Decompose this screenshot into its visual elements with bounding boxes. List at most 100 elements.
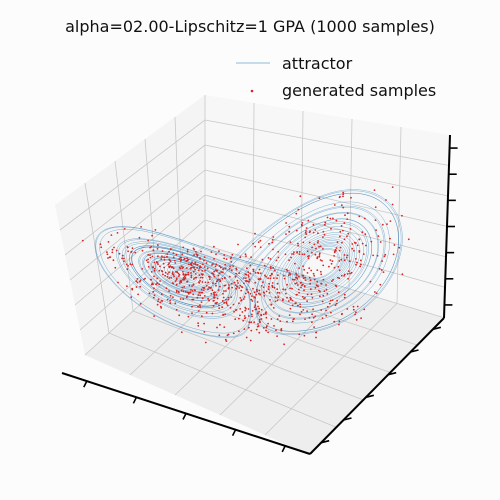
sample-point bbox=[328, 302, 331, 305]
sample-point bbox=[303, 289, 305, 292]
sample-point bbox=[245, 280, 248, 283]
sample-point bbox=[349, 228, 352, 230]
sample-point bbox=[256, 290, 258, 293]
sample-point bbox=[174, 280, 177, 282]
sample-point bbox=[311, 313, 313, 316]
sample-point bbox=[99, 243, 102, 246]
sample-point bbox=[127, 250, 129, 253]
sample-point bbox=[306, 300, 308, 302]
sample-point bbox=[288, 272, 291, 274]
sample-point bbox=[238, 287, 241, 289]
sample-point bbox=[377, 235, 380, 238]
sample-point bbox=[326, 293, 329, 295]
sample-point bbox=[343, 254, 346, 256]
sample-point bbox=[293, 278, 296, 281]
sample-point bbox=[303, 268, 306, 271]
sample-point bbox=[141, 249, 144, 252]
sample-point bbox=[259, 321, 261, 324]
back-gridline bbox=[204, 144, 449, 197]
sample-point bbox=[317, 285, 319, 288]
sample-point bbox=[161, 250, 164, 252]
sample-point bbox=[250, 313, 253, 316]
sample-point bbox=[248, 278, 251, 281]
sample-point bbox=[169, 299, 172, 302]
sample-point bbox=[197, 269, 200, 272]
sample-point bbox=[221, 271, 224, 274]
sample-point bbox=[306, 293, 309, 296]
sample-point bbox=[248, 321, 251, 323]
sample-point bbox=[222, 268, 225, 271]
sample-point bbox=[230, 261, 233, 263]
sample-point bbox=[211, 289, 214, 292]
sample-point bbox=[256, 301, 259, 303]
sample-point bbox=[172, 267, 175, 270]
sample-point bbox=[267, 285, 270, 288]
sample-point bbox=[298, 251, 301, 253]
sample-point bbox=[289, 298, 292, 301]
sample-point bbox=[375, 229, 377, 232]
sample-point bbox=[219, 285, 221, 288]
sample-point bbox=[276, 291, 279, 294]
sample-point bbox=[237, 243, 239, 246]
sample-point bbox=[331, 280, 333, 282]
sample-point bbox=[292, 318, 295, 321]
sample-point bbox=[223, 290, 225, 292]
sample-point bbox=[313, 326, 315, 328]
sample-point bbox=[212, 300, 215, 302]
sample-point bbox=[302, 277, 305, 280]
sample-point bbox=[81, 239, 84, 242]
sample-point bbox=[245, 307, 247, 310]
x-tick bbox=[83, 380, 88, 388]
sample-point bbox=[147, 239, 150, 242]
sample-point bbox=[213, 245, 215, 248]
sample-point bbox=[160, 258, 163, 260]
sample-point bbox=[343, 293, 346, 296]
sample-point bbox=[315, 336, 317, 339]
sample-point bbox=[149, 254, 151, 256]
sample-point bbox=[203, 256, 206, 258]
sample-point bbox=[164, 274, 167, 277]
sample-point bbox=[118, 252, 121, 255]
floor-gridline bbox=[132, 310, 365, 401]
sample-point bbox=[260, 285, 263, 287]
sample-point bbox=[158, 283, 161, 286]
sample-point bbox=[267, 288, 270, 291]
sample-point bbox=[329, 299, 332, 302]
sample-point bbox=[186, 295, 189, 297]
sample-point bbox=[149, 256, 152, 259]
back-gridline bbox=[204, 169, 448, 227]
sample-point bbox=[269, 299, 271, 301]
sample-point bbox=[276, 288, 279, 291]
sample-point bbox=[166, 273, 169, 275]
sample-point bbox=[222, 296, 225, 299]
sample-point bbox=[175, 278, 178, 281]
sample-point bbox=[265, 290, 268, 293]
sample-point bbox=[342, 195, 344, 198]
sample-point bbox=[215, 280, 218, 283]
floor-pane bbox=[85, 245, 445, 455]
sample-point bbox=[272, 236, 275, 238]
sample-point bbox=[364, 233, 367, 236]
sample-point bbox=[145, 259, 148, 262]
floor-gridline bbox=[156, 288, 392, 374]
sample-point bbox=[267, 257, 270, 259]
sample-point bbox=[233, 281, 236, 284]
sample-point bbox=[126, 246, 129, 249]
sample-point bbox=[203, 266, 206, 268]
sample-point bbox=[183, 286, 186, 288]
sample-point bbox=[191, 305, 193, 308]
sample-point bbox=[322, 264, 325, 267]
sample-point bbox=[107, 241, 110, 243]
sample-point bbox=[121, 257, 123, 260]
sample-point bbox=[330, 227, 332, 230]
sample-point bbox=[374, 206, 377, 209]
attractor-line bbox=[150, 189, 403, 336]
samples-layer bbox=[81, 186, 410, 346]
sample-point bbox=[173, 259, 176, 262]
sample-point bbox=[168, 271, 171, 274]
sample-point bbox=[152, 266, 154, 269]
sample-point bbox=[204, 269, 207, 272]
y-tick bbox=[432, 326, 442, 331]
sample-point bbox=[230, 256, 233, 259]
sample-point bbox=[182, 246, 185, 249]
